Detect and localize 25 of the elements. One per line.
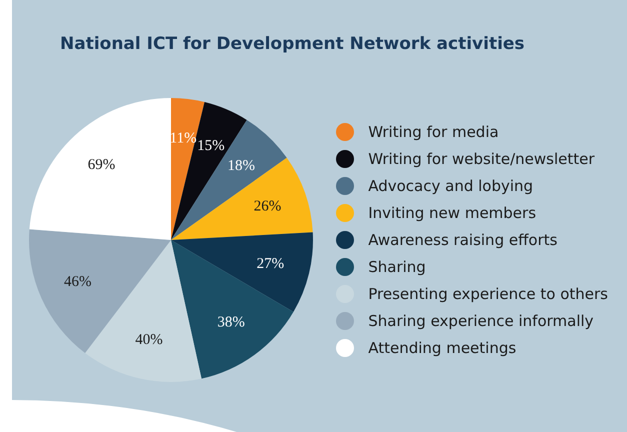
legend-label: Inviting new members	[368, 204, 536, 222]
data-label: 11%	[170, 130, 197, 146]
pie-slice	[29, 98, 171, 240]
pie-slice	[171, 120, 287, 240]
data-label: 46%	[64, 274, 92, 290]
pie-slice	[29, 229, 171, 354]
data-label: 40%	[135, 332, 163, 348]
legend-label: Writing for website/newsletter	[368, 150, 595, 168]
data-label: 27%	[256, 256, 284, 272]
pie-slice	[171, 158, 313, 240]
data-label: 38%	[217, 314, 245, 331]
legend-label: Attending meetings	[368, 339, 516, 357]
legend-label: Advocacy and lobying	[368, 177, 534, 195]
legend-label: Presenting experience to others	[368, 285, 608, 303]
pie-slice	[171, 232, 313, 312]
data-label: 18%	[228, 158, 256, 174]
legend-label: Awareness raising efforts	[368, 231, 558, 249]
chart-title: National ICT for Development Network activities	[60, 34, 525, 54]
legend-label: Writing for media	[368, 123, 499, 141]
data-label: 15%	[197, 138, 225, 154]
data-label: 69%	[88, 157, 116, 174]
data-label: 26%	[254, 198, 282, 214]
legend-label: Sharing experience informally	[368, 312, 594, 330]
pie-slice	[171, 240, 294, 379]
legend-label: Sharing	[368, 258, 426, 276]
